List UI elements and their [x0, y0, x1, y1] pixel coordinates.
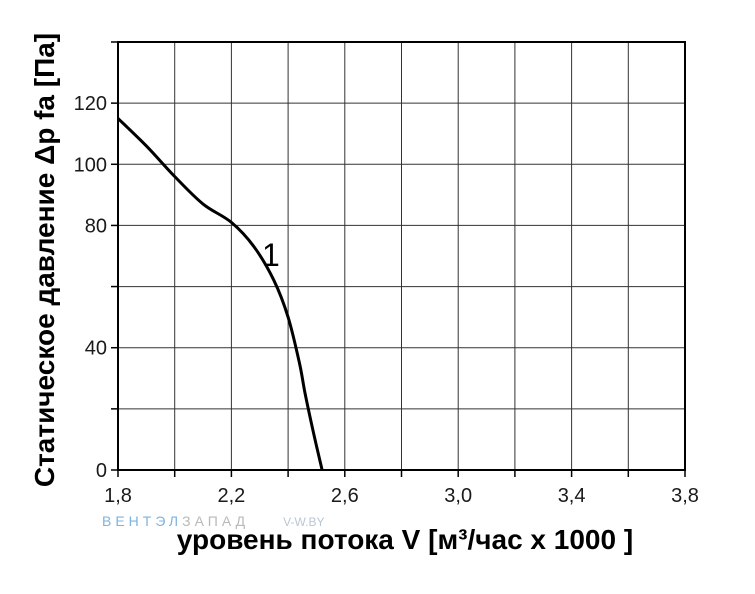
x-tick-label: 3,8	[671, 485, 699, 507]
x-axis-title: уровень потока V [м³/час x 1000 ]	[177, 524, 633, 555]
y-tick-label: 120	[74, 93, 107, 115]
watermark-site: V-W.BY	[283, 515, 325, 529]
x-tick-label: 2,2	[217, 485, 245, 507]
y-tick-label: 0	[96, 460, 107, 482]
series-line-1	[116, 117, 324, 471]
x-tick-label: 2,6	[331, 485, 359, 507]
y-tick-label: 40	[85, 338, 107, 360]
watermark-brand-1: ВЕНТЭЛ	[102, 513, 183, 529]
x-tick-label: 1,8	[104, 485, 132, 507]
y-tick-label: 100	[74, 154, 107, 176]
chart-grid	[118, 42, 685, 470]
y-axis-title: Статическое давление Δp fa [Па]	[29, 33, 60, 487]
watermark-brand-2: ЗАПАД	[182, 513, 250, 529]
watermark: ВЕНТЭЛЗАПАД V-W.BY	[102, 513, 324, 529]
x-tick-label: 3,4	[558, 485, 586, 507]
y-tick-label: 80	[85, 215, 107, 237]
series-label-1: 1	[262, 237, 280, 273]
axis-ticks: 1,8 2,2 2,6 3,0 3,4 3,8 0 40 80 100 120	[74, 41, 699, 507]
x-tick-label: 3,0	[444, 485, 472, 507]
